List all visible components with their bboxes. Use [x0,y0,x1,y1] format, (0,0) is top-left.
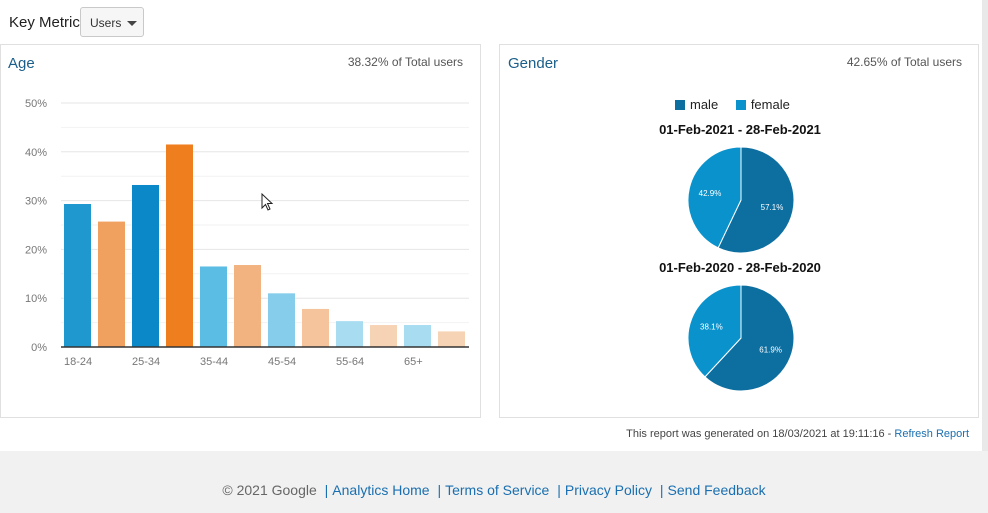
bar-35-44-series1 [200,266,227,347]
bar-18-24-series2 [98,221,125,347]
legend-item-male[interactable]: male [675,97,718,112]
pie-value-label-male: 61.9% [759,346,782,355]
scrollbar-track[interactable] [982,0,988,451]
footer-separator: | [659,482,664,498]
pie-value-label-male: 57.1% [761,203,784,212]
bar-45-54-series1 [268,293,295,347]
gender-legend: male female [675,97,804,112]
y-tick-label: 40% [25,147,47,159]
legend-swatch-male [675,100,685,110]
gender-title: Gender [508,55,559,72]
report-generated-info: This report was generated on 18/03/2021 … [626,428,969,440]
bar-55-64-series1 [336,321,363,347]
footer-background [0,451,988,513]
gender-subtitle: 42.65% of Total users [846,55,962,69]
refresh-report-link[interactable]: Refresh Report [894,428,969,440]
y-tick-label: 0% [31,342,47,354]
key-metric-label: Key Metric: [9,14,85,31]
legend-item-female[interactable]: female [735,97,790,112]
report-generated-text: This report was generated on 18/03/2021 … [626,428,892,440]
key-metric-value: Users [90,16,122,30]
chevron-down-icon [127,21,137,26]
footer: © 2021 Google | Analytics Home | Terms of … [0,482,988,498]
bar-55-64-series2 [370,325,397,347]
pie-value-label-female: 38.1% [700,322,723,331]
x-tick-label: 45-54 [268,356,296,368]
bar-35-44-series2 [234,265,261,347]
footer-link-feedback[interactable]: Send Feedback [667,482,766,498]
x-tick-label: 18-24 [64,356,92,368]
bar-25-34-series1 [132,184,159,347]
footer-link-analytics-home[interactable]: Analytics Home [332,482,430,498]
y-tick-label: 20% [25,244,47,256]
footer-separator: | [557,482,561,498]
period-2020-label: 01-Feb-2020 - 28-Feb-2020 [659,260,821,275]
mouse-cursor-icon [261,193,274,211]
age-bar-chart: 0% 10% 20% 30% 40% 50% 18-24 25-34 35-44 45-54 55-… [25,98,469,368]
bar-65+-series2 [438,331,465,347]
age-subtitle: 38.32% of Total users [347,55,463,69]
bar-25-34-series2 [166,144,193,347]
footer-copyright: © 2021 Google [222,482,317,498]
footer-separator: | [437,482,442,498]
pie-chart-2020: 61.9% 38.1% [687,284,795,392]
legend-label-female: female [750,97,790,112]
bar-45-54-series2 [302,308,329,347]
bar-18-24-series1 [64,204,91,347]
age-panel: Age 38.32% of Total users 0% 10% 20% 30% 40%… [0,44,481,418]
pie-slice-male [717,146,795,254]
x-tick-label: 35-44 [200,356,228,368]
pie-value-label-female: 42.9% [699,189,722,198]
pie-slice-male [704,284,795,392]
key-metric-bar: Key Metric: Users [0,0,988,44]
gender-panel: Gender 42.65% of Total users male female… [499,44,979,418]
bar-65+-series1 [404,325,431,347]
legend-label-male: male [690,97,719,112]
footer-link-privacy[interactable]: Privacy Policy [564,482,653,498]
pie-slice-female [687,284,742,378]
x-tick-label: 25-34 [132,356,160,368]
footer-link-terms[interactable]: Terms of Service [445,482,550,498]
x-tick-label: 65+ [404,356,423,368]
pie-slice-female [687,146,742,249]
age-title: Age [8,55,35,72]
key-metric-select[interactable]: Users [80,7,144,37]
x-tick-label: 55-64 [336,356,364,368]
y-tick-label: 10% [25,293,47,305]
footer-separator: | [324,482,329,498]
pie-chart-2021: 57.1% 42.9% [687,146,795,254]
period-2021-label: 01-Feb-2021 - 28-Feb-2021 [659,122,821,137]
y-tick-label: 30% [25,196,47,208]
y-tick-label: 50% [25,98,47,110]
legend-swatch-female [735,100,746,110]
